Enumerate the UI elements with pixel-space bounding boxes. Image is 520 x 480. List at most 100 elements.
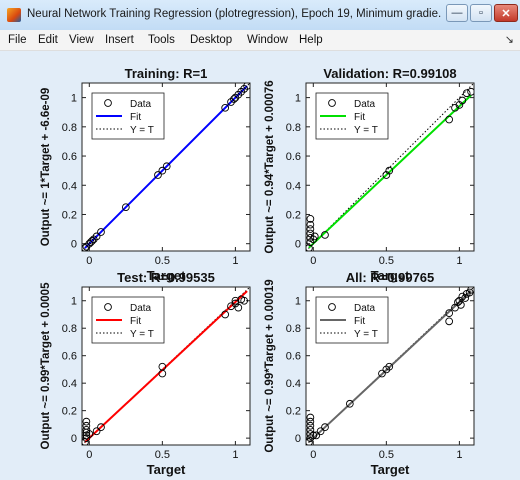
regression-subplot-3: 0 0.5 1 0 0.2 0.4 0.6 0.8 1 Data Fit Y = T Test: R=0…	[40, 270, 251, 477]
subplot-title: All: R=0.99765	[346, 270, 435, 285]
legend-identity-label: Y = T	[354, 329, 378, 340]
data-point	[306, 215, 315, 223]
subplot-title: Test: R=0.99535	[117, 270, 215, 285]
y-tick-label: 0.6	[286, 351, 301, 363]
data-point	[89, 235, 98, 244]
menu-view[interactable]: View	[69, 34, 94, 46]
data-point	[306, 238, 315, 247]
fit-line	[84, 85, 248, 249]
data-point	[121, 203, 130, 212]
y-tick-label: 1	[71, 296, 77, 308]
data-point	[312, 431, 321, 440]
data-point	[467, 87, 474, 96]
plot-area	[82, 287, 250, 445]
data-point	[240, 296, 249, 305]
data-point	[310, 232, 319, 241]
x-tick-label: 0	[310, 255, 316, 267]
legend-identity-label: Y = T	[130, 329, 154, 340]
data-point	[97, 423, 105, 431]
x-tick-label: 0.5	[155, 255, 170, 267]
menu-desktop[interactable]: Desktop	[190, 34, 233, 46]
regression-subplot-4: 0 0.5 1 0 0.2 0.4 0.6 0.8 1 Data Fit Y = T All: R=0.…	[264, 270, 475, 477]
y-axis-label: Output ~= 1*Target + -6.6e-09	[40, 88, 52, 247]
data-point	[221, 310, 230, 319]
data-point	[86, 238, 95, 247]
data-point	[82, 244, 89, 251]
menu-insert[interactable]: Insert	[105, 34, 134, 46]
y-tick-label: 0.6	[62, 151, 77, 163]
minimize-button[interactable]: —	[446, 4, 468, 22]
subplot-title: Validation: R=0.99108	[323, 66, 456, 81]
regression-subplot-2: 0 0.5 1 0 0.2 0.4 0.6 0.8 1 Data Fit Y = T Validatio…	[264, 66, 475, 283]
legend-data-label: Data	[354, 99, 376, 110]
data-point	[158, 166, 167, 175]
data-point	[378, 369, 386, 378]
title-bar[interactable]: Neural Network Training Regression (plot…	[0, 0, 520, 31]
x-tick-label: 0.5	[379, 255, 394, 267]
x-tick-label: 0	[310, 449, 316, 461]
maximize-icon: ▫	[479, 7, 483, 19]
menu-window[interactable]: Window	[247, 34, 288, 46]
data-point	[230, 95, 238, 103]
data-point	[385, 362, 394, 371]
data-point	[385, 166, 394, 175]
data-point	[306, 438, 313, 445]
y-tick-label: 0.4	[62, 378, 77, 390]
legend-identity-label: Y = T	[130, 125, 154, 136]
menu-help[interactable]: Help	[299, 34, 323, 46]
menu-edit[interactable]: Edit	[38, 34, 58, 46]
data-point	[82, 242, 91, 251]
data-point	[458, 96, 467, 105]
menu-bar: File Edit View Insert Tools Desktop Wind…	[0, 30, 520, 51]
data-point	[316, 427, 325, 436]
data-point	[231, 93, 240, 102]
data-point	[306, 413, 315, 422]
maximize-button[interactable]: ▫	[470, 4, 492, 22]
y-tick-label: 0.4	[286, 378, 301, 390]
y-tick-label: 0.6	[286, 151, 301, 163]
menu-tools[interactable]: Tools	[148, 34, 175, 46]
subplot-title: Training: R=1	[125, 66, 208, 81]
data-point	[321, 231, 329, 239]
y-tick-label: 1	[295, 93, 301, 105]
data-point	[306, 244, 313, 251]
x-axis-label: Target	[371, 462, 410, 477]
legend-data-marker	[328, 99, 336, 107]
y-tick-label: 0.2	[62, 209, 77, 221]
data-point	[467, 287, 474, 294]
x-tick-label: 1	[456, 449, 462, 461]
y-axis-label: Output ~= 0.94*Target + 0.00076	[264, 80, 276, 253]
legend-identity-label: Y = T	[354, 125, 378, 136]
y-tick-label: 0.8	[62, 122, 77, 134]
data-point	[97, 228, 105, 236]
plot-area	[306, 287, 474, 445]
x-tick-label: 0.5	[155, 449, 170, 461]
menu-file[interactable]: File	[8, 34, 27, 46]
y-tick-label: 0.2	[62, 406, 77, 418]
data-point	[92, 232, 101, 241]
data-point	[82, 417, 91, 426]
y-tick-label: 0.8	[286, 122, 301, 134]
data-point	[462, 89, 471, 98]
close-button[interactable]: ✕	[494, 4, 518, 22]
data-point	[306, 220, 315, 229]
regression-subplot-1: 0 0.5 1 0 0.2 0.4 0.6 0.8 1 Data Fit Y = T Training:…	[40, 66, 251, 283]
fit-line	[308, 290, 472, 443]
data-point	[309, 431, 318, 440]
data-point	[82, 421, 91, 430]
legend-data-marker	[328, 303, 336, 311]
legend-fit-label: Fit	[354, 112, 365, 123]
dock-arrow-icon[interactable]: ↘	[504, 34, 514, 46]
data-point	[306, 225, 315, 233]
y-axis-label: Output ~= 0.99*Target + 0.0005	[40, 282, 52, 450]
data-point	[234, 303, 243, 312]
legend: Data Fit Y = T	[91, 92, 165, 140]
x-tick-label: 1	[456, 255, 462, 267]
legend-fit-label: Fit	[130, 112, 141, 123]
regression-plots: 0 0.5 1 0 0.2 0.4 0.6 0.8 1 Data Fit Y = T Training:…	[40, 66, 475, 477]
y-tick-label: 1	[71, 93, 77, 105]
x-axis-label: Target	[147, 462, 186, 477]
y-tick-label: 0.2	[286, 406, 301, 418]
x-tick-label: 0.5	[379, 449, 394, 461]
data-point	[321, 423, 329, 431]
